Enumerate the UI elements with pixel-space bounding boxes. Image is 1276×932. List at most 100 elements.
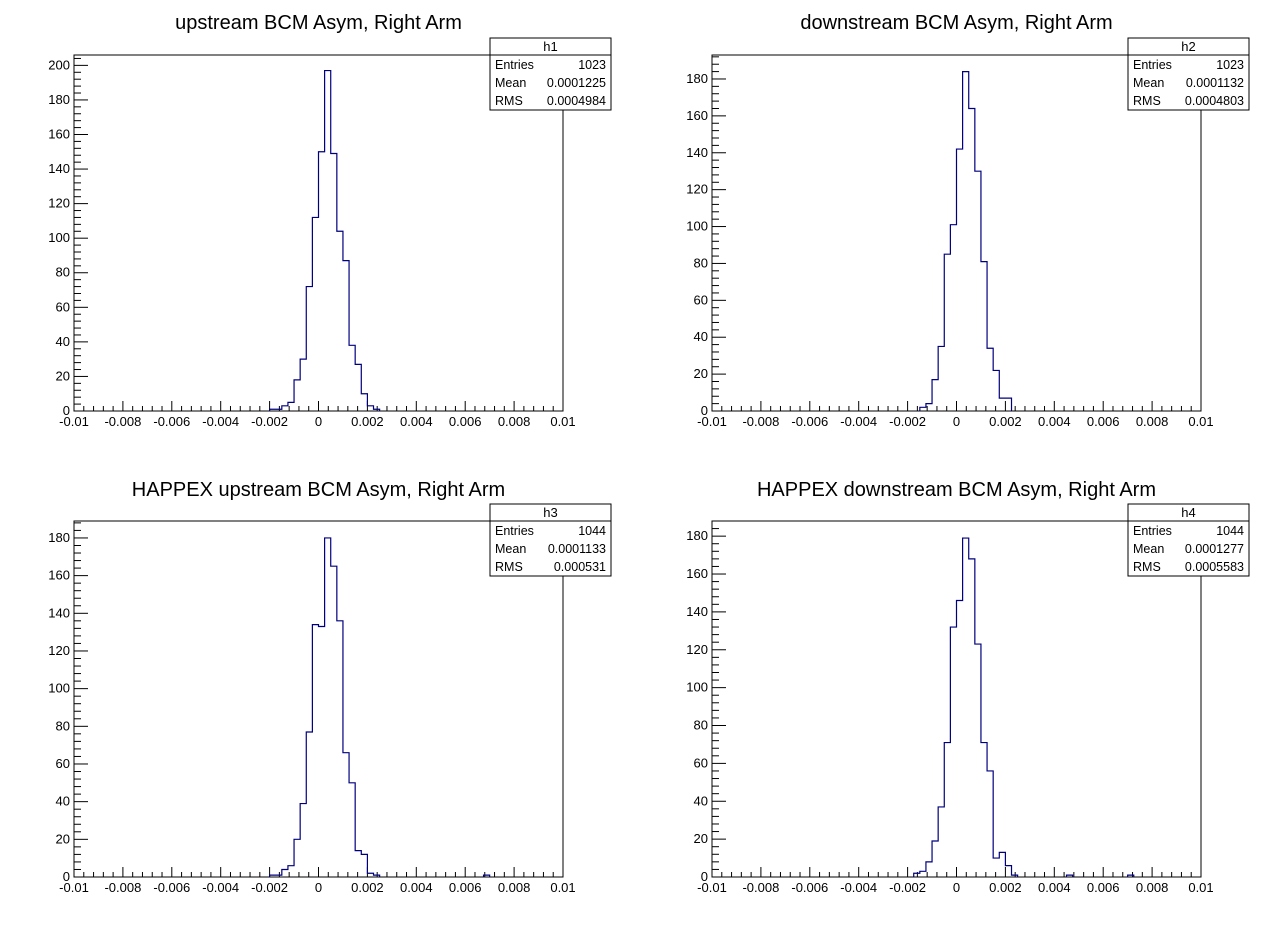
y-tick-label: 60 (56, 299, 70, 314)
x-tick-label: 0.004 (400, 880, 433, 895)
histogram-bin (957, 149, 963, 411)
histogram-bin (987, 771, 993, 877)
histogram-bin (331, 154, 337, 411)
y-tick-label: 40 (694, 329, 708, 344)
x-tick-label: -0.004 (840, 880, 877, 895)
x-tick-label: 0.002 (989, 414, 1022, 429)
y-tick-label: 120 (48, 196, 70, 211)
y-tick-label: 180 (686, 528, 708, 543)
histogram-bin (1005, 398, 1011, 411)
histogram-bin (950, 627, 956, 877)
histogram-bin (981, 743, 987, 877)
histogram-bin (950, 225, 956, 411)
histogram-bin (1005, 866, 1011, 877)
y-tick-label: 140 (686, 145, 708, 160)
x-tick-label: 0.004 (1038, 880, 1071, 895)
y-tick-label: 40 (694, 793, 708, 808)
stats-label: RMS (495, 94, 523, 108)
stats-value: 0.0005583 (1185, 560, 1244, 574)
x-tick-label: -0.008 (104, 414, 141, 429)
stats-value: 0.0001132 (1186, 76, 1244, 90)
y-tick-label: 180 (48, 530, 70, 545)
histogram-bin (337, 231, 343, 411)
histogram-bin (361, 394, 367, 411)
y-tick-label: 140 (48, 161, 70, 176)
chart-title: downstream BCM Asym, Right Arm (800, 12, 1112, 34)
stats-box: h4 Entries 1044 Mean 0.0001277 RMS 0.0005583 (1127, 503, 1250, 577)
stats-value: 1023 (578, 58, 606, 72)
stats-label: Entries (495, 524, 534, 538)
histogram-bin (367, 406, 373, 411)
y-tick-label: 100 (48, 681, 70, 696)
x-tick-label: 0.008 (498, 880, 531, 895)
histogram-panel-h1: upstream BCM Asym, Right Arm -0.01 -0.008-… (48, 12, 612, 429)
stats-box-title: h1 (543, 39, 557, 54)
histogram-outline (919, 71, 1013, 411)
histogram-bin (963, 538, 969, 877)
x-tick-label: 0.01 (1188, 414, 1213, 429)
y-tick-label: 180 (686, 71, 708, 86)
y-tick-label: 20 (56, 831, 70, 846)
y-tick-label: 60 (694, 755, 708, 770)
histogram-bin (969, 108, 975, 411)
histogram-bin (993, 370, 999, 411)
x-tick-label: -0.01 (697, 414, 727, 429)
histogram-bin (343, 753, 349, 877)
histogram-bin (987, 348, 993, 411)
histogram-bin (312, 217, 318, 411)
x-tick-label: -0.002 (889, 880, 926, 895)
histogram-bin (999, 398, 1005, 411)
stats-value: 0.0001277 (1185, 542, 1244, 556)
stats-label: Mean (1133, 542, 1164, 556)
y-tick-label: 160 (48, 568, 70, 583)
histogram-bin (975, 644, 981, 877)
x-tick-label: -0.006 (791, 414, 828, 429)
y-tick-label: 40 (56, 794, 70, 809)
y-tick-label: 100 (686, 219, 708, 234)
y-tick-label: 120 (48, 643, 70, 658)
x-tick-label: 0.01 (1188, 880, 1213, 895)
y-tick-label: 40 (56, 334, 70, 349)
histogram-bin (944, 743, 950, 877)
x-tick-label: -0.008 (104, 880, 141, 895)
x-tick-label: 0.006 (1087, 880, 1120, 895)
y-tick-label: 160 (686, 566, 708, 581)
x-tick-label: -0.01 (59, 414, 89, 429)
x-tick-label: -0.006 (153, 414, 190, 429)
histogram-bin (999, 852, 1005, 877)
histogram-bin (932, 841, 938, 877)
histogram-bin (294, 839, 300, 877)
stats-box-frame (489, 37, 612, 111)
x-tick-label: -0.002 (251, 880, 288, 895)
y-tick-label: 140 (686, 604, 708, 619)
x-tick-label: 0 (953, 880, 960, 895)
histogram-bin (331, 566, 337, 877)
histogram-outline (913, 537, 1135, 877)
stats-value: 1023 (1216, 58, 1244, 72)
stats-label: Mean (495, 76, 526, 90)
chart-title: HAPPEX downstream BCM Asym, Right Arm (757, 479, 1156, 501)
histogram-bin (969, 559, 975, 877)
histogram-bin (361, 854, 367, 877)
y-tick-label: 180 (48, 92, 70, 107)
y-tick-label: 0 (701, 403, 708, 418)
histogram-bin (325, 538, 331, 877)
histogram-bin (282, 406, 288, 411)
y-tick-label: 140 (48, 605, 70, 620)
x-tick-label: 0.01 (550, 414, 575, 429)
x-tick-label: -0.002 (889, 414, 926, 429)
x-tick-label: 0.002 (351, 414, 384, 429)
x-tick-label: -0.01 (59, 880, 89, 895)
histogram-bin (349, 783, 355, 877)
histogram-bin (981, 262, 987, 411)
stats-box: h2 Entries 1023 Mean 0.0001132 RMS 0.0004803 (1127, 37, 1250, 111)
x-tick-label: 0.006 (449, 880, 482, 895)
x-tick-label: -0.008 (742, 880, 779, 895)
stats-box: h1 Entries 1023 Mean 0.0001225 RMS 0.0004984 (489, 37, 612, 111)
histogram-bin (300, 359, 306, 411)
y-tick-label: 100 (48, 230, 70, 245)
x-tick-label: 0.004 (1038, 414, 1071, 429)
x-tick-label: 0.006 (1087, 414, 1120, 429)
histogram-bin (306, 732, 312, 877)
chart-title: upstream BCM Asym, Right Arm (175, 12, 462, 34)
